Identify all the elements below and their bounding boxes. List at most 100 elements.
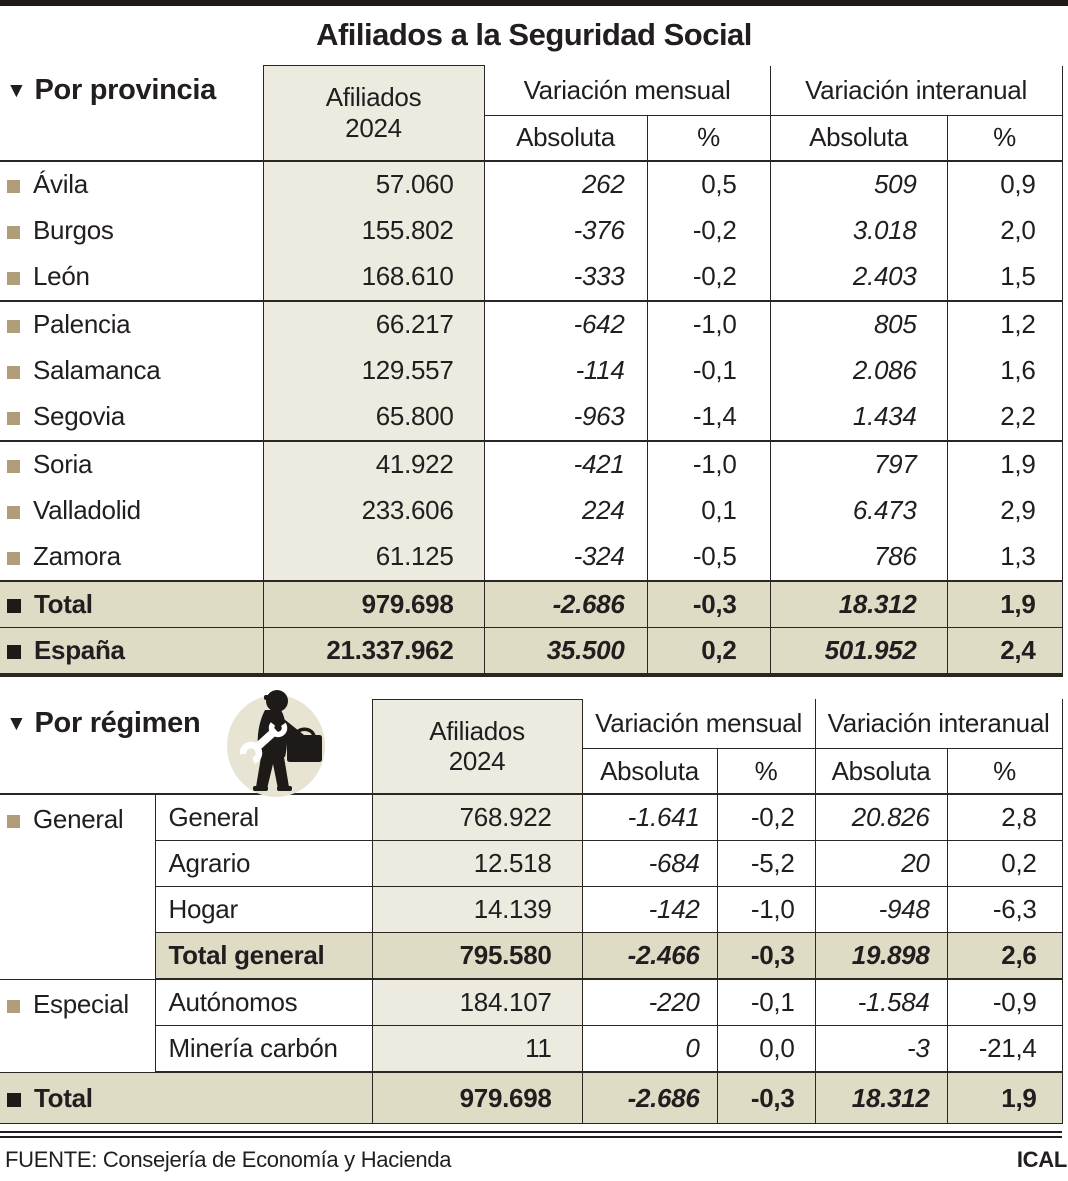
bullet-icon [7, 366, 20, 379]
cell-afiliados: 979.698 [262, 580, 485, 628]
cell-interanual-pct: -6,3 [947, 886, 1063, 933]
province-label: Ávila [0, 160, 264, 208]
province-row: Valladolid 233.606 224 0,1 6.473 2,9 [0, 487, 1063, 534]
regimen-row: Especial Autónomos 184.107 -220 -0,1 -1.584 -0… [0, 979, 1063, 1073]
provincia-section: ▼ Por provincia Afiliados 2024 Variación … [0, 65, 1068, 677]
cell-afiliados: 66.217 [262, 300, 485, 348]
cell-mensual-absoluta: -642 [484, 300, 648, 348]
regimen-group-label: Especial [0, 979, 156, 1073]
province-label: Palencia [0, 300, 264, 348]
agency-credit: ICAL [1016, 1147, 1067, 1172]
cell-mensual-absoluta: -333 [484, 253, 648, 302]
cell-afiliados: 12.518 [371, 840, 583, 887]
cell-mensual-absoluta: 35.500 [484, 627, 648, 677]
cell-afiliados: 65.800 [262, 393, 485, 442]
cell-afiliados: 61.125 [262, 533, 485, 582]
regimen-table: ▼ Por régimen Afiliados 2024 Variación me… [0, 698, 1063, 1125]
col-header-afiliados: Afiliados 2024 [262, 65, 485, 162]
cell-interanual-pct: 2,4 [947, 627, 1063, 677]
cell-afiliados: 57.060 [262, 160, 485, 208]
cell-interanual-absoluta: 20 [815, 840, 948, 887]
province-label: León [0, 253, 264, 302]
grand-total-row: Total 979.698 -2.686 -0,3 18.312 1,9 [0, 1072, 1063, 1124]
cell-mensual-absoluta: -2.686 [484, 580, 648, 628]
cell-interanual-pct: 1,5 [947, 253, 1063, 302]
cell-afiliados: 14.139 [371, 886, 583, 933]
regimen-label: Autónomos [155, 979, 373, 1026]
cell-interanual-absoluta: 1.434 [770, 393, 948, 442]
bullet-icon [7, 999, 20, 1013]
section-label: Por provincia [34, 73, 217, 106]
col-header-absoluta: Absoluta [582, 748, 718, 795]
cell-mensual-pct: -0,3 [717, 1072, 816, 1124]
cell-interanual-absoluta: 509 [770, 160, 948, 208]
province-label: Salamanca [0, 347, 264, 394]
bottom-double-rule [0, 1131, 1062, 1138]
cell-interanual-absoluta: 501.952 [770, 627, 948, 677]
bullet-icon [7, 1092, 21, 1107]
cell-interanual-pct: 2,6 [947, 932, 1063, 980]
cell-interanual-pct: 2,0 [947, 207, 1063, 254]
province-row: Palencia 66.217 -642 -1,0 805 1,2 [0, 300, 1063, 348]
cell-mensual-absoluta: -376 [484, 207, 648, 254]
col-header-pct: % [947, 748, 1063, 795]
bullet-icon [7, 460, 20, 473]
bullet-icon [7, 320, 20, 333]
cell-afiliados: 41.922 [262, 440, 485, 488]
cell-interanual-pct: 2,2 [947, 393, 1063, 442]
cell-mensual-pct: -0,3 [717, 932, 816, 980]
cell-afiliados: 168.610 [262, 253, 485, 302]
cell-interanual-pct: 0,9 [947, 160, 1063, 208]
cell-mensual-absoluta: -421 [484, 440, 648, 488]
cell-mensual-absoluta: 262 [484, 160, 648, 208]
regimen-row: General General 768.922 -1.641 -0,2 20.826 2,8 [0, 794, 1063, 980]
cell-mensual-pct: -0,2 [647, 207, 771, 254]
province-row: Zamora 61.125 -324 -0,5 786 1,3 [0, 533, 1063, 582]
col-header-absoluta: Absoluta [815, 748, 948, 795]
bullet-icon [7, 412, 20, 425]
cell-mensual-absoluta: 0 [582, 1025, 718, 1073]
cell-afiliados: 11 [371, 1025, 583, 1073]
bullet-icon [7, 272, 20, 285]
bullet-icon [7, 552, 20, 565]
cell-mensual-absoluta: -1.641 [582, 794, 718, 841]
cell-afiliados: 233.606 [262, 487, 485, 534]
col-header-afiliados: Afiliados 2024 [371, 698, 583, 795]
regimen-label: General [155, 794, 373, 841]
cell-mensual-pct: -5,2 [717, 840, 816, 887]
cell-afiliados: 155.802 [262, 207, 485, 254]
cell-mensual-absoluta: 224 [484, 487, 648, 534]
cell-interanual-pct: 1,9 [947, 1072, 1063, 1124]
cell-interanual-pct: 1,2 [947, 300, 1063, 348]
regimen-label: Total general [155, 932, 373, 980]
cell-mensual-pct: 0,5 [647, 160, 771, 208]
bullet-icon [7, 598, 21, 613]
province-row: Burgos 155.802 -376 -0,2 3.018 2,0 [0, 207, 1063, 254]
total-label: Total [0, 1072, 373, 1124]
regimen-label: Agrario [155, 840, 373, 887]
total-row: España 21.337.962 35.500 0,2 501.952 2,4 [0, 627, 1063, 677]
cell-interanual-absoluta: 6.473 [770, 487, 948, 534]
triangle-icon: ▼ [6, 712, 27, 735]
cell-interanual-absoluta: -948 [815, 886, 948, 933]
bullet-icon [7, 644, 21, 659]
cell-afiliados: 129.557 [262, 347, 485, 394]
province-label: Burgos [0, 207, 264, 254]
worker-icon [224, 685, 328, 801]
cell-interanual-pct: 0,2 [947, 840, 1063, 887]
col-header-variacion-mensual: Variación mensual [484, 65, 771, 116]
province-label: Zamora [0, 533, 264, 582]
cell-interanual-pct: 1,9 [947, 580, 1063, 628]
triangle-icon: ▼ [6, 78, 27, 102]
cell-interanual-pct: 1,3 [947, 533, 1063, 582]
cell-mensual-absoluta: -114 [484, 347, 648, 394]
cell-mensual-pct: -1,0 [647, 440, 771, 488]
province-label: Segovia [0, 393, 264, 442]
col-header-variacion-interanual: Variación interanual [815, 699, 1063, 749]
regimen-row: Agrario 12.518 -684 -5,2 20 0,2 [0, 840, 1063, 887]
cell-interanual-pct: -21,4 [947, 1025, 1063, 1073]
cell-interanual-absoluta: 18.312 [815, 1072, 948, 1124]
cell-interanual-pct: 2,9 [947, 487, 1063, 534]
col-header-variacion-mensual: Variación mensual [582, 699, 816, 749]
province-row: Salamanca 129.557 -114 -0,1 2.086 1,6 [0, 347, 1063, 394]
